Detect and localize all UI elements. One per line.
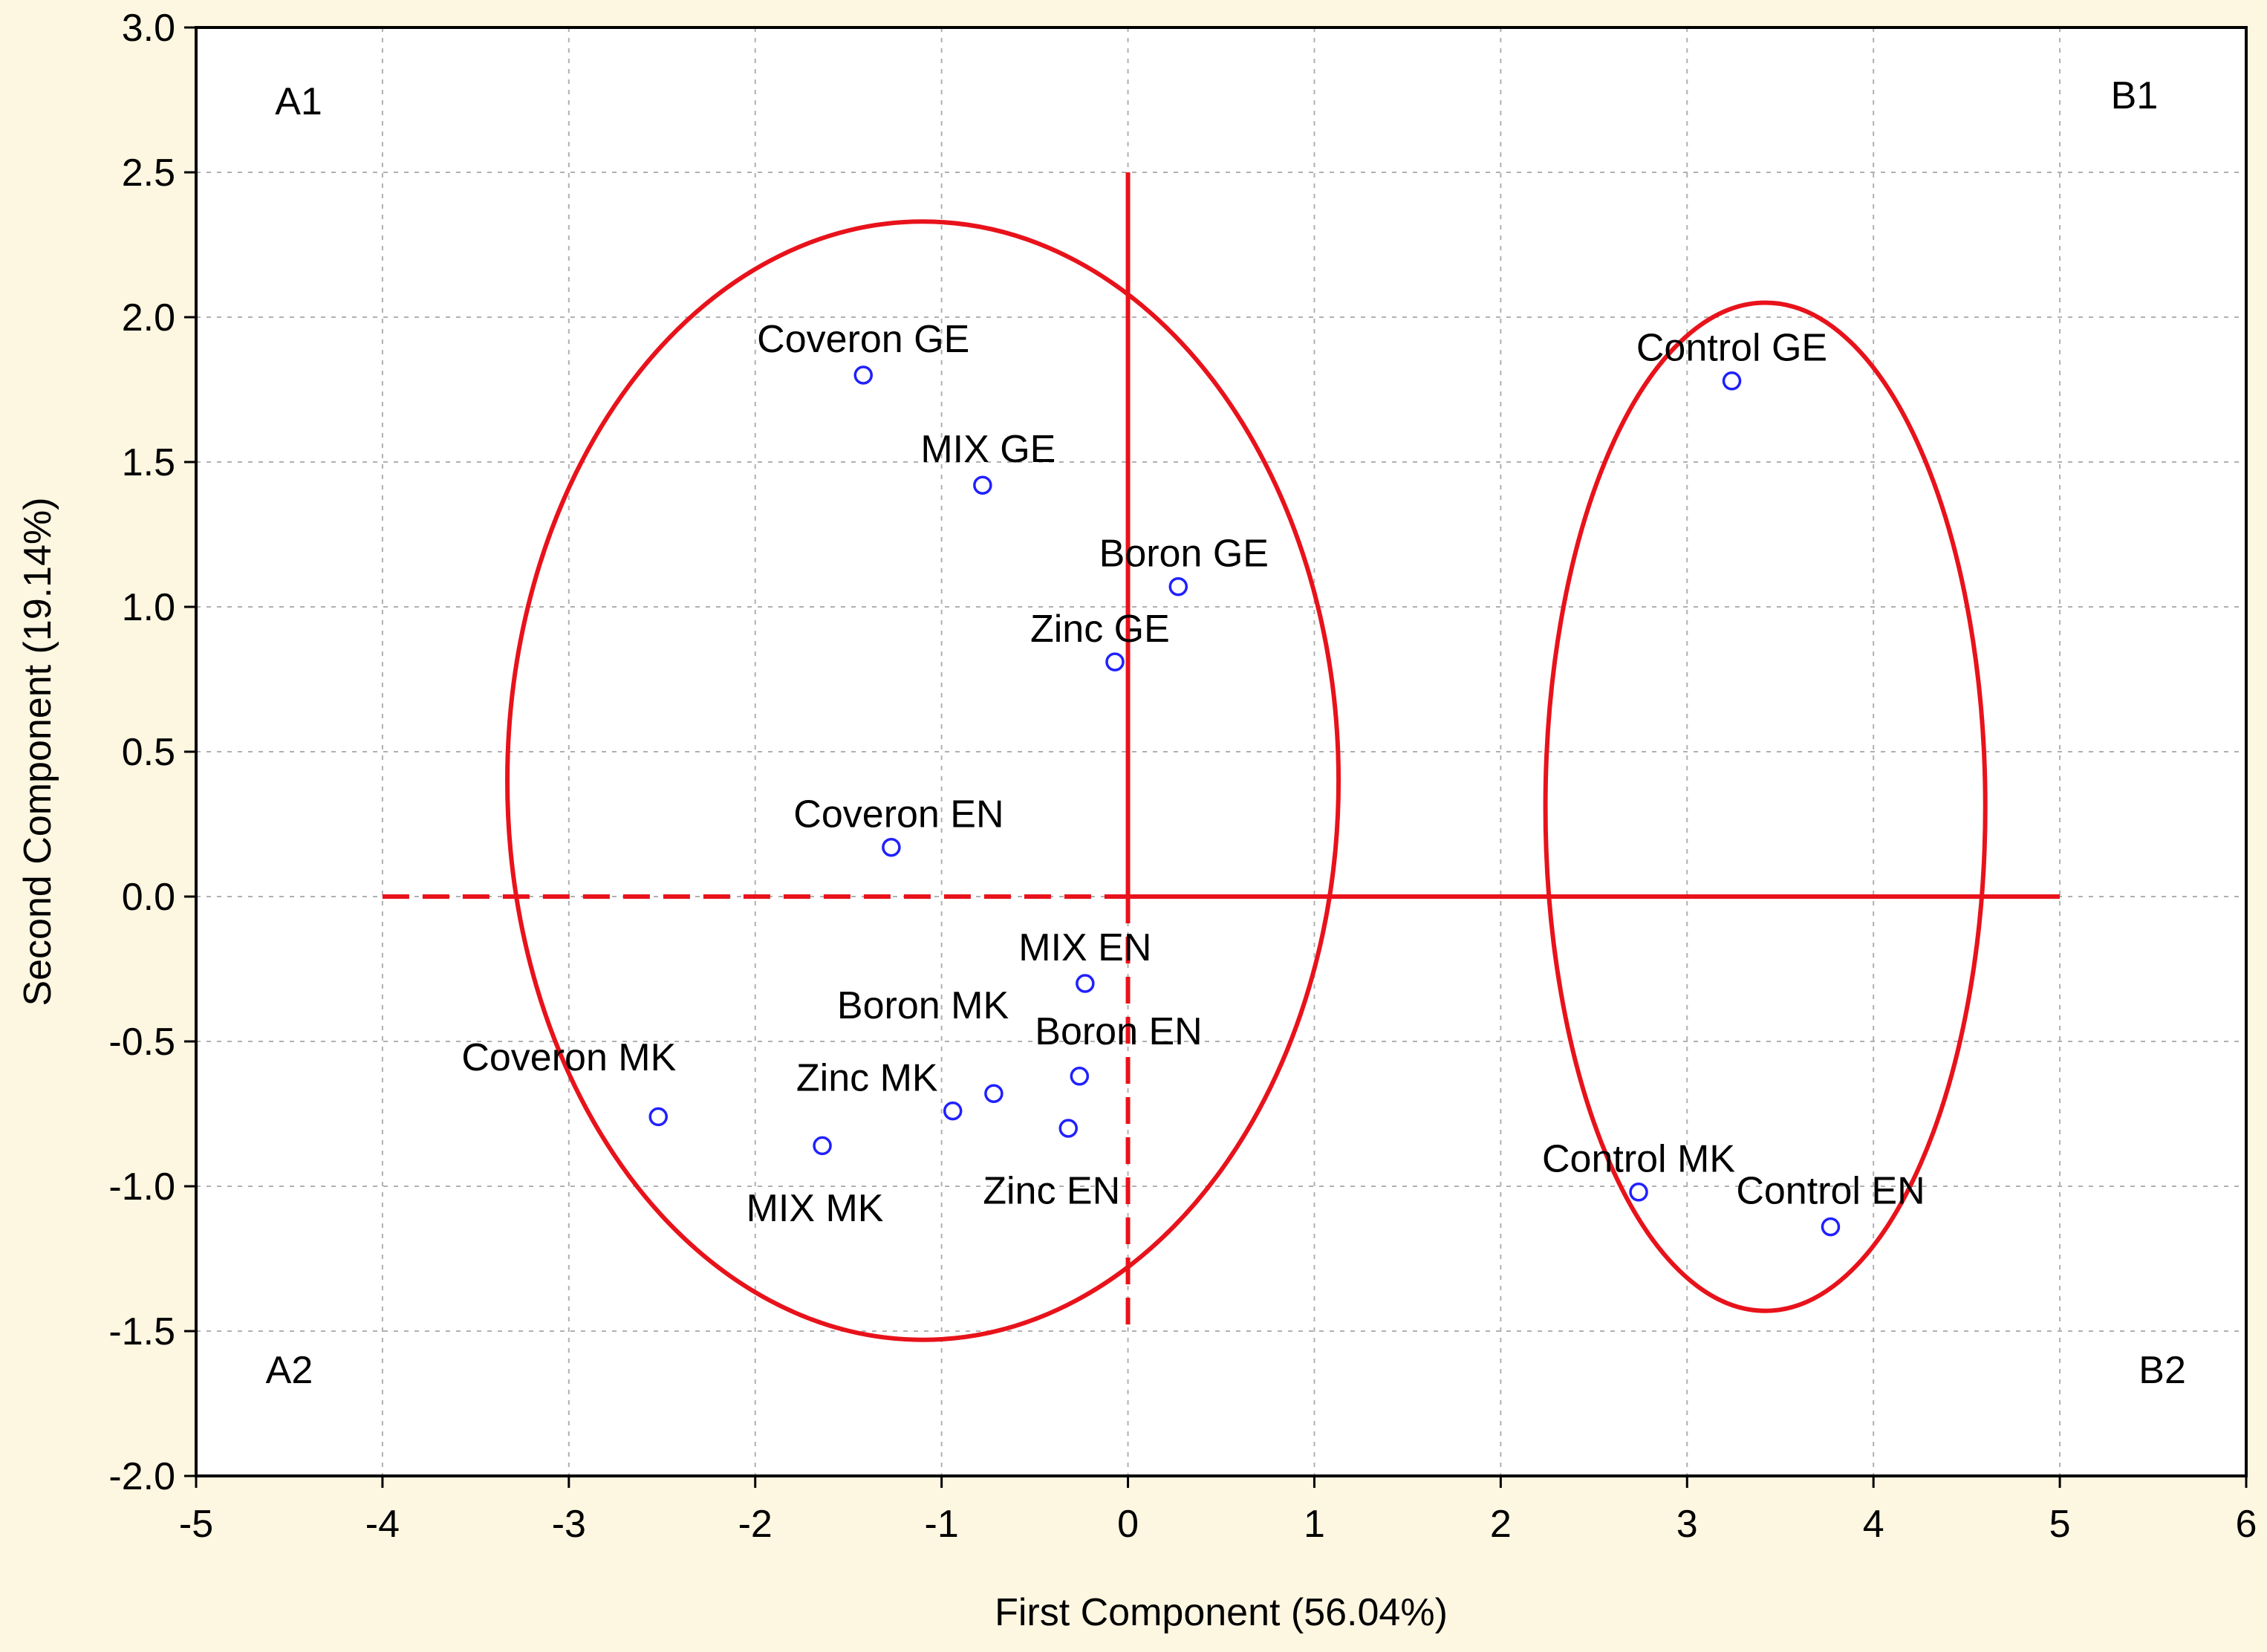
- y-tick-label: 2.5: [122, 152, 175, 195]
- point-label: Boron GE: [1099, 532, 1269, 575]
- x-tick-label: -4: [365, 1503, 400, 1546]
- data-point: [1070, 1067, 1090, 1086]
- y-tick-label: -0.5: [108, 1021, 175, 1064]
- x-tick-label: 5: [2049, 1503, 2071, 1546]
- x-tick-label: 2: [1490, 1503, 1512, 1546]
- y-tick-label: -2.0: [108, 1455, 175, 1498]
- x-tick-label: -2: [738, 1503, 773, 1546]
- y-tick-label: 0.0: [122, 876, 175, 919]
- point-label: Zinc EN: [983, 1169, 1120, 1212]
- x-tick-label: 1: [1304, 1503, 1325, 1546]
- data-point: [943, 1101, 963, 1121]
- point-label: Control MK: [1542, 1138, 1735, 1181]
- point-label: MIX GE: [920, 428, 1056, 471]
- data-point: [1629, 1183, 1648, 1202]
- y-tick-label: 0.5: [122, 731, 175, 774]
- point-label: Coveron MK: [461, 1036, 676, 1079]
- quadrant-label: A2: [266, 1349, 313, 1392]
- point-label: Control GE: [1636, 327, 1827, 370]
- data-point: [853, 365, 874, 385]
- point-label: MIX EN: [1018, 926, 1151, 969]
- group-ellipse-a: [505, 219, 1341, 1342]
- y-tick-label: -1.0: [108, 1165, 175, 1209]
- data-point: [1076, 974, 1095, 993]
- x-tick-label: 0: [1117, 1503, 1139, 1546]
- y-tick-label: 2.0: [122, 296, 175, 339]
- plot-area: [196, 27, 2246, 1476]
- point-label: Zinc MK: [796, 1056, 938, 1099]
- data-point: [648, 1107, 669, 1127]
- point-label: MIX MK: [747, 1187, 884, 1230]
- y-tick-label: 3.0: [122, 7, 175, 50]
- quadrant-label: A1: [275, 80, 322, 123]
- quadrant-label: B2: [2138, 1349, 2186, 1392]
- data-point: [1722, 371, 1742, 391]
- x-tick-label: -5: [179, 1503, 213, 1546]
- group-ellipse-b: [1543, 300, 1988, 1313]
- y-tick-label: -1.5: [108, 1310, 175, 1353]
- point-label: Boron EN: [1035, 1010, 1202, 1053]
- data-point: [882, 837, 901, 857]
- data-point: [1821, 1217, 1841, 1237]
- point-label: Control EN: [1736, 1169, 1925, 1212]
- y-tick-label: 1.0: [122, 586, 175, 629]
- data-point: [984, 1084, 1004, 1103]
- point-label: Zinc GE: [1030, 608, 1170, 651]
- quadrant-label: B1: [2111, 74, 2159, 117]
- x-tick-label: 3: [1676, 1503, 1698, 1546]
- data-point: [1105, 652, 1125, 671]
- data-point: [973, 475, 992, 495]
- y-tick-label: 1.5: [122, 441, 175, 484]
- data-point: [813, 1136, 832, 1156]
- x-tick-label: 4: [1863, 1503, 1884, 1546]
- y-axis-title: Second Component (19.14%): [16, 497, 59, 1006]
- x-tick-label: -3: [552, 1503, 586, 1546]
- point-label: Boron MK: [837, 984, 1009, 1027]
- x-axis-title: First Component (56.04%): [995, 1591, 1448, 1634]
- x-tick-label: 6: [2236, 1503, 2257, 1546]
- x-tick-label: -1: [925, 1503, 959, 1546]
- data-point: [1168, 576, 1188, 596]
- point-label: Coveron GE: [757, 318, 969, 361]
- point-label: Coveron EN: [793, 793, 1004, 836]
- data-point: [1058, 1119, 1079, 1138]
